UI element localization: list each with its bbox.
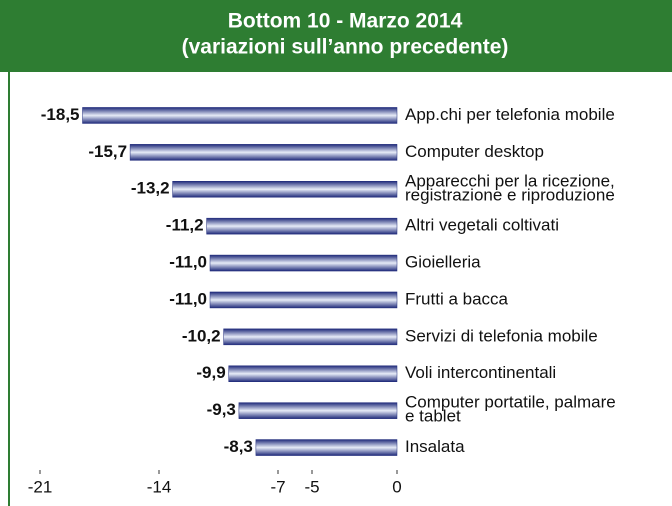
bar bbox=[82, 107, 398, 124]
x-tick-label: -5 bbox=[304, 477, 319, 496]
bar bbox=[228, 365, 398, 382]
y-tick-label: Servizi di telefonia mobile bbox=[405, 326, 598, 345]
x-tick-label: 0 bbox=[392, 477, 401, 496]
value-label: -11,0 bbox=[169, 253, 207, 272]
bar bbox=[238, 402, 398, 419]
y-tick-label: Computer portatile, palmare e tablet bbox=[405, 393, 616, 426]
bar bbox=[129, 144, 398, 161]
value-label: -13,2 bbox=[131, 179, 170, 198]
header bbox=[0, 0, 672, 72]
value-label: -10,2 bbox=[182, 326, 221, 345]
value-label: -9,3 bbox=[207, 400, 236, 419]
chart-title: Bottom 10 - Marzo 2014 bbox=[228, 10, 463, 33]
y-tick-label: Frutti a bacca bbox=[405, 289, 509, 308]
value-label: -18,5 bbox=[41, 105, 80, 124]
bar bbox=[172, 181, 398, 198]
x-tick-label: -14 bbox=[147, 477, 172, 496]
value-label: -8,3 bbox=[224, 437, 253, 456]
bar bbox=[209, 254, 398, 272]
bar bbox=[209, 291, 398, 309]
y-tick-label: Altri vegetali coltivati bbox=[405, 216, 559, 235]
y-tick-label: Gioielleria bbox=[405, 253, 481, 272]
y-tick-label: Voli intercontinentali bbox=[405, 363, 556, 382]
y-tick-label: Insalata bbox=[405, 437, 465, 456]
value-label: -15,7 bbox=[88, 142, 127, 161]
y-tick-label: Apparecchi per la ricezione, registrazion… bbox=[405, 172, 615, 205]
x-tick-label: -7 bbox=[270, 477, 285, 496]
y-tick-label: App.chi per telefonia mobile bbox=[405, 105, 615, 124]
x-tick-label: -21 bbox=[28, 477, 53, 496]
bar bbox=[255, 439, 398, 456]
bar bbox=[223, 328, 398, 346]
value-label: -11,2 bbox=[166, 216, 204, 235]
y-tick-label: Computer desktop bbox=[405, 142, 544, 161]
value-label: -9,9 bbox=[196, 363, 225, 382]
chart-subtitle: (variazioni sull’anno precedente) bbox=[182, 36, 509, 59]
bar bbox=[206, 217, 398, 235]
value-label: -11,0 bbox=[169, 289, 207, 308]
